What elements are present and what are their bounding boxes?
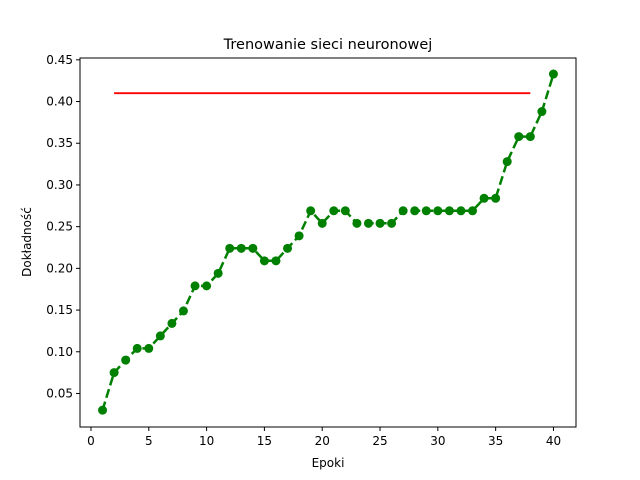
series-layer xyxy=(98,69,558,415)
accuracy-point xyxy=(121,355,131,365)
accuracy-point xyxy=(433,206,443,216)
accuracy-point xyxy=(548,69,558,79)
accuracy-point xyxy=(317,218,327,228)
accuracy-point xyxy=(190,281,200,291)
x-tick-label: 15 xyxy=(257,434,272,448)
accuracy-point xyxy=(398,206,408,216)
accuracy-point xyxy=(537,107,547,117)
y-tick-label: 0.10 xyxy=(46,345,73,359)
accuracy-point xyxy=(236,243,246,253)
accuracy-point xyxy=(525,132,535,142)
y-tick-label: 0.15 xyxy=(46,303,73,317)
x-tick-label: 35 xyxy=(488,434,503,448)
accuracy-point xyxy=(375,218,385,228)
accuracy-point xyxy=(410,206,420,216)
accuracy-point xyxy=(363,218,373,228)
accuracy-point xyxy=(387,218,397,228)
y-axis-ticks: 0.05 0.10 0.15 0.20 0.25 0.30 0.35 0.40 0.45 xyxy=(46,53,80,400)
x-axis-ticks: 0 5 10 15 20 25 30 35 40 xyxy=(87,427,561,448)
accuracy-point xyxy=(109,368,119,378)
accuracy-point xyxy=(329,206,339,216)
accuracy-point xyxy=(178,306,188,316)
x-tick-label: 30 xyxy=(430,434,445,448)
x-axis-label: Epoki xyxy=(312,456,345,470)
accuracy-point xyxy=(248,243,258,253)
accuracy-point xyxy=(340,206,350,216)
accuracy-point xyxy=(294,231,304,241)
chart-title: Trenowanie sieci neuronowej xyxy=(223,37,433,53)
y-tick-label: 0.30 xyxy=(46,178,73,192)
accuracy-point xyxy=(167,318,177,328)
accuracy-point xyxy=(456,206,466,216)
accuracy-point xyxy=(155,331,165,341)
x-tick-label: 10 xyxy=(199,434,214,448)
accuracy-point xyxy=(271,256,281,266)
accuracy-point xyxy=(306,206,316,216)
x-tick-label: 0 xyxy=(87,434,95,448)
y-tick-label: 0.40 xyxy=(46,95,73,109)
accuracy-point xyxy=(421,206,431,216)
accuracy-point xyxy=(352,218,362,228)
accuracy-point xyxy=(444,206,454,216)
accuracy-point xyxy=(144,343,154,353)
x-tick-label: 25 xyxy=(372,434,387,448)
y-tick-label: 0.25 xyxy=(46,220,73,234)
accuracy-point xyxy=(132,343,142,353)
accuracy-point xyxy=(213,268,223,278)
accuracy-point xyxy=(202,281,212,291)
accuracy-point xyxy=(502,157,512,167)
y-tick-label: 0.05 xyxy=(46,386,73,400)
y-axis-label: Dokładność xyxy=(20,207,34,277)
y-tick-label: 0.35 xyxy=(46,136,73,150)
x-tick-label: 40 xyxy=(546,434,561,448)
accuracy-point xyxy=(225,243,235,253)
x-tick-label: 5 xyxy=(145,434,153,448)
accuracy-line xyxy=(101,73,555,411)
y-tick-label: 0.45 xyxy=(46,53,73,67)
accuracy-point xyxy=(259,256,269,266)
accuracy-point xyxy=(514,132,524,142)
accuracy-point xyxy=(468,206,478,216)
accuracy-point xyxy=(491,193,501,203)
y-tick-label: 0.20 xyxy=(46,261,73,275)
plot-frame xyxy=(79,57,577,428)
accuracy-point xyxy=(479,193,489,203)
x-tick-label: 20 xyxy=(315,434,330,448)
accuracy-point xyxy=(283,243,293,253)
accuracy-point xyxy=(98,405,108,415)
